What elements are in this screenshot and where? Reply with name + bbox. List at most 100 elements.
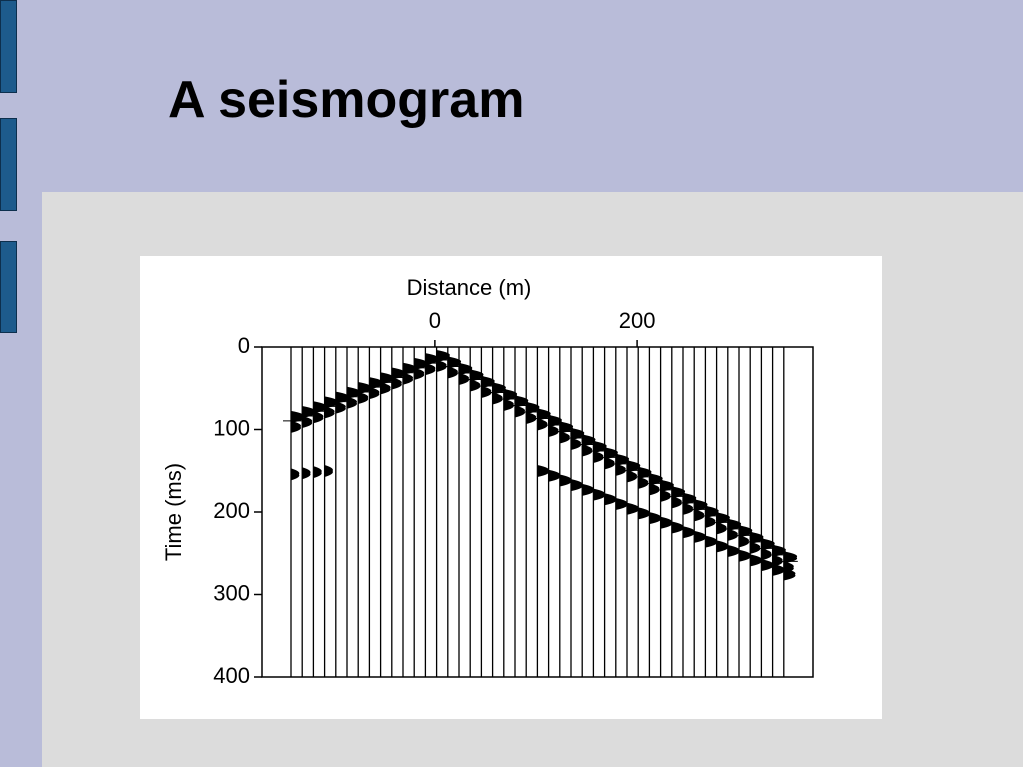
wavelet <box>649 512 662 525</box>
wavelet <box>515 395 529 408</box>
wavelet <box>638 466 652 479</box>
wavelet <box>313 466 322 479</box>
wavelet <box>582 483 594 496</box>
wavelet <box>369 377 383 390</box>
wavelet <box>313 411 324 424</box>
wavelet <box>727 518 742 531</box>
figure: Distance (m) Time (ms) 0 100 200 300 400 0 200 <box>140 256 882 719</box>
wavelet <box>772 544 786 557</box>
wavelet <box>571 427 585 440</box>
wavelet <box>705 505 719 518</box>
wavelet <box>671 486 686 499</box>
wavelet <box>324 396 338 409</box>
wavelet <box>649 473 663 486</box>
wavelet <box>750 531 764 544</box>
wavelet <box>324 406 335 419</box>
wavelet <box>425 353 439 366</box>
wavelet <box>503 388 518 401</box>
wavelet <box>593 488 606 501</box>
seismogram: Distance (m) Time (ms) 0 100 200 300 400 0 200 <box>161 275 814 688</box>
wavelet <box>470 369 484 382</box>
wavelet <box>750 554 762 567</box>
wavelet <box>391 377 402 390</box>
wavelet <box>683 526 695 539</box>
wavelet <box>615 453 630 466</box>
wavelet <box>537 408 551 421</box>
wavelet <box>291 468 300 481</box>
wavelet <box>761 538 775 551</box>
wavelet <box>571 479 583 492</box>
wavelet <box>425 363 436 376</box>
wavelet <box>548 414 562 427</box>
wavelet <box>694 530 706 543</box>
wavelet <box>582 434 596 447</box>
wavelet <box>414 357 428 370</box>
slide-title: A seismogram <box>168 71 525 129</box>
wavelet <box>627 460 641 473</box>
slide-tab <box>0 241 17 333</box>
y-axis-label: Time (ms) <box>161 463 186 561</box>
y-tick-label: 400 <box>213 663 250 688</box>
wavelet <box>716 540 729 553</box>
wavelet <box>403 362 417 375</box>
wavelet <box>391 367 406 380</box>
wavelet <box>683 492 697 505</box>
y-tick-label: 200 <box>213 498 250 523</box>
y-tick-label: 100 <box>213 415 250 440</box>
wavelet <box>313 401 327 414</box>
wavelet <box>604 493 617 506</box>
wavelet <box>548 469 561 482</box>
slide-tab <box>0 118 17 211</box>
wavelet <box>716 512 730 525</box>
wavelet <box>660 516 673 529</box>
wavelet <box>358 391 369 404</box>
wavelet <box>627 502 639 515</box>
x-tick-label: 200 <box>619 308 656 333</box>
x-tick-label: 0 <box>429 308 441 333</box>
wavelet <box>302 406 316 419</box>
wavelet <box>347 386 361 399</box>
wavelet <box>593 440 607 453</box>
wavelet <box>739 525 753 538</box>
wavelet <box>526 401 540 414</box>
wavelet <box>615 497 628 510</box>
wavelet <box>459 362 473 375</box>
wavelet <box>447 356 462 369</box>
wavelet <box>694 499 708 512</box>
wavelet <box>291 410 305 423</box>
wavelet <box>783 551 798 564</box>
wavelet <box>559 421 574 434</box>
wavelet <box>739 549 751 562</box>
wavelet <box>414 367 425 380</box>
wavelet <box>671 521 684 534</box>
wavelet <box>772 563 785 576</box>
wavelet <box>380 382 391 395</box>
wavelet <box>727 545 740 558</box>
wavelet <box>783 568 796 581</box>
wavelet <box>761 559 774 572</box>
wavelet <box>537 465 550 478</box>
wavelet <box>660 479 674 492</box>
wavelet <box>604 447 618 460</box>
y-tick-label: 300 <box>213 580 250 605</box>
wavelet <box>380 372 394 385</box>
wavelet <box>436 349 450 362</box>
wavelet <box>638 507 650 520</box>
wavelet <box>492 382 506 395</box>
wavelet <box>358 381 372 394</box>
wavelet <box>705 535 718 548</box>
slide-tab <box>0 0 17 93</box>
wavelet <box>324 465 333 478</box>
wavelet <box>559 474 572 487</box>
y-tick-label: 0 <box>238 333 250 358</box>
wavelet <box>403 372 413 385</box>
x-axis-label: Distance (m) <box>407 275 532 300</box>
wavelet <box>302 416 313 429</box>
wavelet <box>291 420 301 433</box>
wavelet <box>335 391 350 404</box>
wavelet <box>347 396 357 409</box>
wavelet <box>481 375 495 388</box>
wavelet <box>335 401 346 414</box>
wavelet <box>369 387 380 400</box>
